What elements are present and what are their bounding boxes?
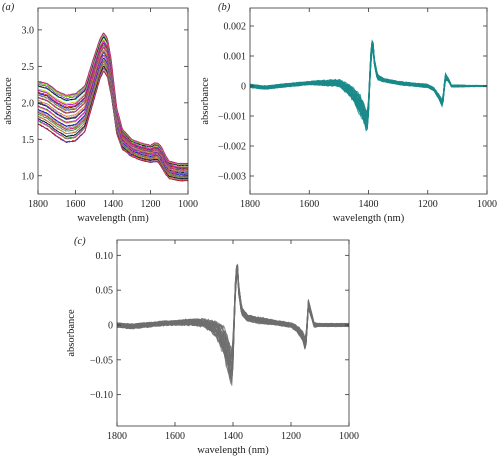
chart-panel-1: 1800 1600 1400 1200 1000 1.0 1.5 2.0 2.5 3.0 wavel… <box>2 2 198 224</box>
x-tick-label: 1200 <box>281 431 301 442</box>
chart-panel-2: 1800 1600 1400 1200 1000 0.002 0.001 0 −0.001 −0.… <box>200 2 497 224</box>
chart-panel-3: 1800 1600 1400 1200 1000 0.10 0.05 0 −0.05 −0.10 w… <box>66 236 359 456</box>
spectrum-line <box>117 264 349 355</box>
x-axis-label: wavelength (nm) <box>197 445 269 456</box>
x-tick-label: 1200 <box>418 199 438 210</box>
x-tick-label: 1000 <box>339 431 359 442</box>
x-tick-label: 1800 <box>240 199 260 210</box>
y-tick-label: 0 <box>108 320 113 331</box>
panel-label: (b) <box>218 2 231 13</box>
spectrum-line <box>250 40 487 115</box>
y-tick-label: 0.002 <box>224 22 247 33</box>
x-tick-label: 1800 <box>28 199 48 210</box>
y-axis-label: absorbance <box>200 77 211 125</box>
y-tick-label: 1.5 <box>22 135 35 146</box>
panel-label: (c) <box>74 236 86 247</box>
spectrum-line <box>38 32 188 165</box>
x-tick-label: 1400 <box>103 199 123 210</box>
y-axis-label: absorbance <box>3 77 14 125</box>
x-tick-label: 1000 <box>178 199 198 210</box>
x-tick-label: 1000 <box>477 199 497 210</box>
spectrum-line <box>38 50 188 173</box>
y-tick-label: 2.5 <box>22 62 35 73</box>
y-tick-label: 2.0 <box>22 98 35 109</box>
x-tick-label: 1200 <box>141 199 161 210</box>
y-tick-label: 0.05 <box>96 286 114 297</box>
y-tick-label: 3.0 <box>22 25 35 36</box>
y-axis-label: absorbance <box>66 309 77 357</box>
series-group <box>38 32 188 182</box>
y-tick-label: −0.001 <box>218 112 246 123</box>
y-tick-label: −0.10 <box>90 390 113 401</box>
y-tick-label: 0 <box>241 82 246 93</box>
x-axis-label: wavelength (nm) <box>77 213 149 224</box>
series-group <box>250 39 487 132</box>
x-tick-label: 1400 <box>223 431 243 442</box>
panel-label: (a) <box>2 2 15 13</box>
y-tick-label: −0.003 <box>218 172 246 183</box>
x-tick-label: 1800 <box>107 431 127 442</box>
y-tick-label: −0.05 <box>90 355 113 366</box>
y-tick-label: −0.002 <box>218 142 246 153</box>
x-tick-label: 1400 <box>359 199 379 210</box>
series-group <box>117 263 349 386</box>
y-tick-label: 0.10 <box>96 251 114 262</box>
x-tick-label: 1600 <box>66 199 86 210</box>
x-tick-label: 1600 <box>165 431 185 442</box>
x-axis-label: wavelength (nm) <box>333 213 405 224</box>
y-tick-label: 0.001 <box>224 52 247 63</box>
x-tick-label: 1600 <box>299 199 319 210</box>
y-tick-label: 1.0 <box>22 171 35 182</box>
